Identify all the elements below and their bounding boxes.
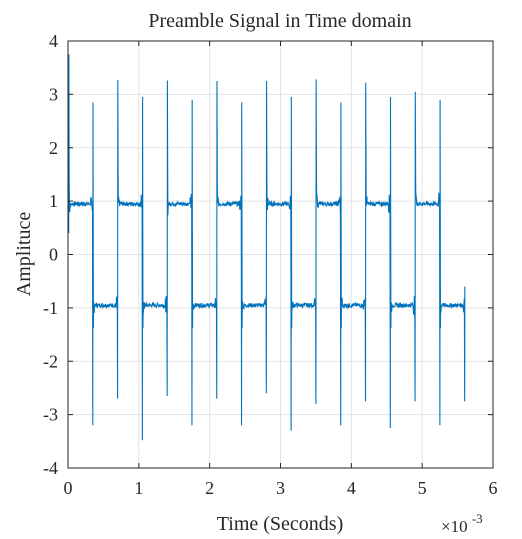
- signal-series: [68, 54, 466, 441]
- y-tick-label: 3: [49, 84, 58, 104]
- y-tick-label: -3: [43, 405, 58, 425]
- x-exponent-base: ×10: [441, 517, 468, 536]
- x-axis-label: Time (Seconds): [217, 513, 343, 535]
- x-tick-label: 4: [347, 478, 356, 498]
- y-tick-label: 2: [49, 138, 58, 158]
- y-axis: -4 -3 -2 -1 0 1 2 3 4: [43, 31, 493, 478]
- y-tick-label: -1: [43, 298, 58, 318]
- x-axis: 0 1 2 3 4 5 6: [64, 41, 498, 498]
- x-exponent-power: -3: [472, 511, 483, 526]
- grid: [67, 40, 494, 469]
- chart-title: Preamble Signal in Time domain: [148, 10, 411, 32]
- x-tick-label: 5: [418, 478, 427, 498]
- series-line: [68, 54, 466, 441]
- y-tick-label: -4: [43, 458, 58, 478]
- x-tick-label: 3: [276, 478, 285, 498]
- y-tick-label: 4: [49, 31, 58, 51]
- x-tick-label: 2: [205, 478, 214, 498]
- y-tick-label: -2: [43, 351, 58, 371]
- y-tick-label: 1: [49, 191, 58, 211]
- x-tick-label: 1: [134, 478, 143, 498]
- y-tick-label: 0: [49, 245, 58, 265]
- x-tick-label: 0: [64, 478, 73, 498]
- x-tick-label: 6: [489, 478, 498, 498]
- x-exponent-label: ×10 -3: [441, 511, 483, 536]
- y-axis-label: Amplituce: [13, 212, 35, 297]
